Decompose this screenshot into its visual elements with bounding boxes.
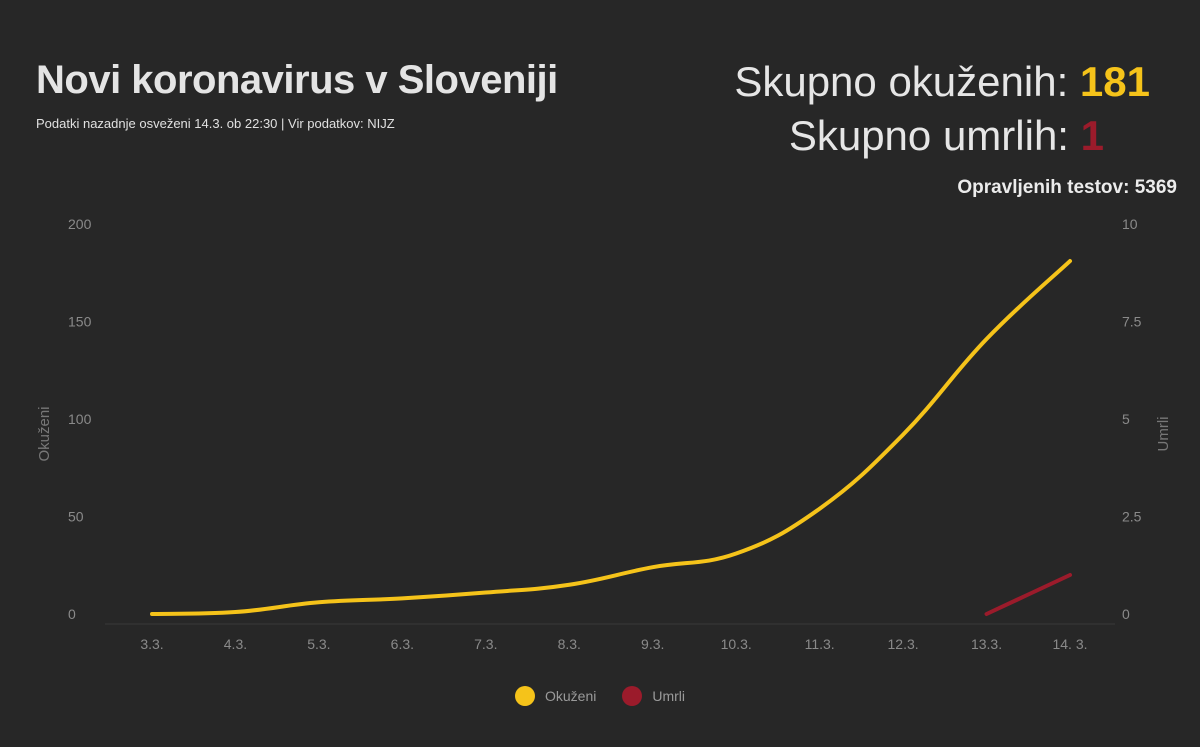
total-tests-label: Opravljenih testov: [957,177,1130,198]
left-axis-title: Okuženi [36,406,53,461]
legend-label-infected: Okuženi [544,688,597,704]
x-tick-label: 5.3. [307,636,330,652]
x-tick-label: 10.3. [721,636,752,652]
left-axis-ticks: 0 50 100 150 200 [68,216,92,622]
legend-marker-infected [514,686,535,706]
total-infected-value: 181 [1079,58,1150,105]
legend-label-deaths: Umrli [652,688,685,704]
x-tick-label: 13.3. [971,636,1002,652]
x-tick-label: 8.3. [558,636,581,652]
total-infected-stat: Skupno okuženih: 181 [734,58,1150,106]
right-tick-label: 0 [1122,606,1130,622]
x-tick-label: 11.3. [805,636,835,652]
right-tick-label: 7.5 [1122,314,1142,330]
x-tick-label: 7.3. [474,636,497,652]
x-tick-label: 12.3. [888,636,919,652]
right-axis-ticks: 0 2.5 5 7.5 10 [1122,216,1142,622]
chart-legend: Okuženi Umrli [0,686,1200,706]
legend-item-infected[interactable]: Okuženi [514,686,597,706]
left-tick-label: 0 [68,606,76,622]
series-line-infected [150,259,1072,616]
page-title: Novi koronavirus v Sloveniji [36,58,558,102]
page-subtitle: Podatki nazadnje osveženi 14.3. ob 22:30… [36,116,395,131]
x-tick-label: 14. 3. [1052,636,1087,652]
total-deaths-value: 1 [1080,112,1104,159]
right-tick-label: 10 [1122,216,1138,232]
total-infected-label: Skupno okuženih: [734,58,1069,105]
right-tick-label: 5 [1122,411,1130,427]
right-tick-label: 2.5 [1122,509,1142,525]
x-tick-label: 4.3. [224,636,247,652]
left-tick-label: 50 [68,509,84,525]
left-tick-label: 100 [68,411,92,427]
series-line-deaths [984,573,1072,616]
total-deaths-label: Skupno umrlih: [788,112,1069,159]
left-tick-label: 200 [68,216,92,232]
x-tick-label: 9.3. [641,636,664,652]
legend-item-deaths[interactable]: Umrli [622,686,685,706]
series-layer [150,259,1072,616]
legend-marker-deaths [622,686,643,706]
x-tick-label: 6.3. [391,636,414,652]
total-tests-stat: Opravljenih testov: 5369 [957,177,1177,199]
x-axis-ticks: 3.3. 4.3. 5.3. 6.3. 7.3. 8.3. 9.3. 10.3. 11.3. 12… [140,636,1087,652]
x-tick-label: 3.3. [140,636,163,652]
total-deaths-stat: Skupno umrlih: 1 [789,112,1104,160]
right-axis-title: Umrli [1155,417,1172,452]
left-tick-label: 150 [68,314,92,330]
total-tests-value: 5369 [1134,177,1177,198]
